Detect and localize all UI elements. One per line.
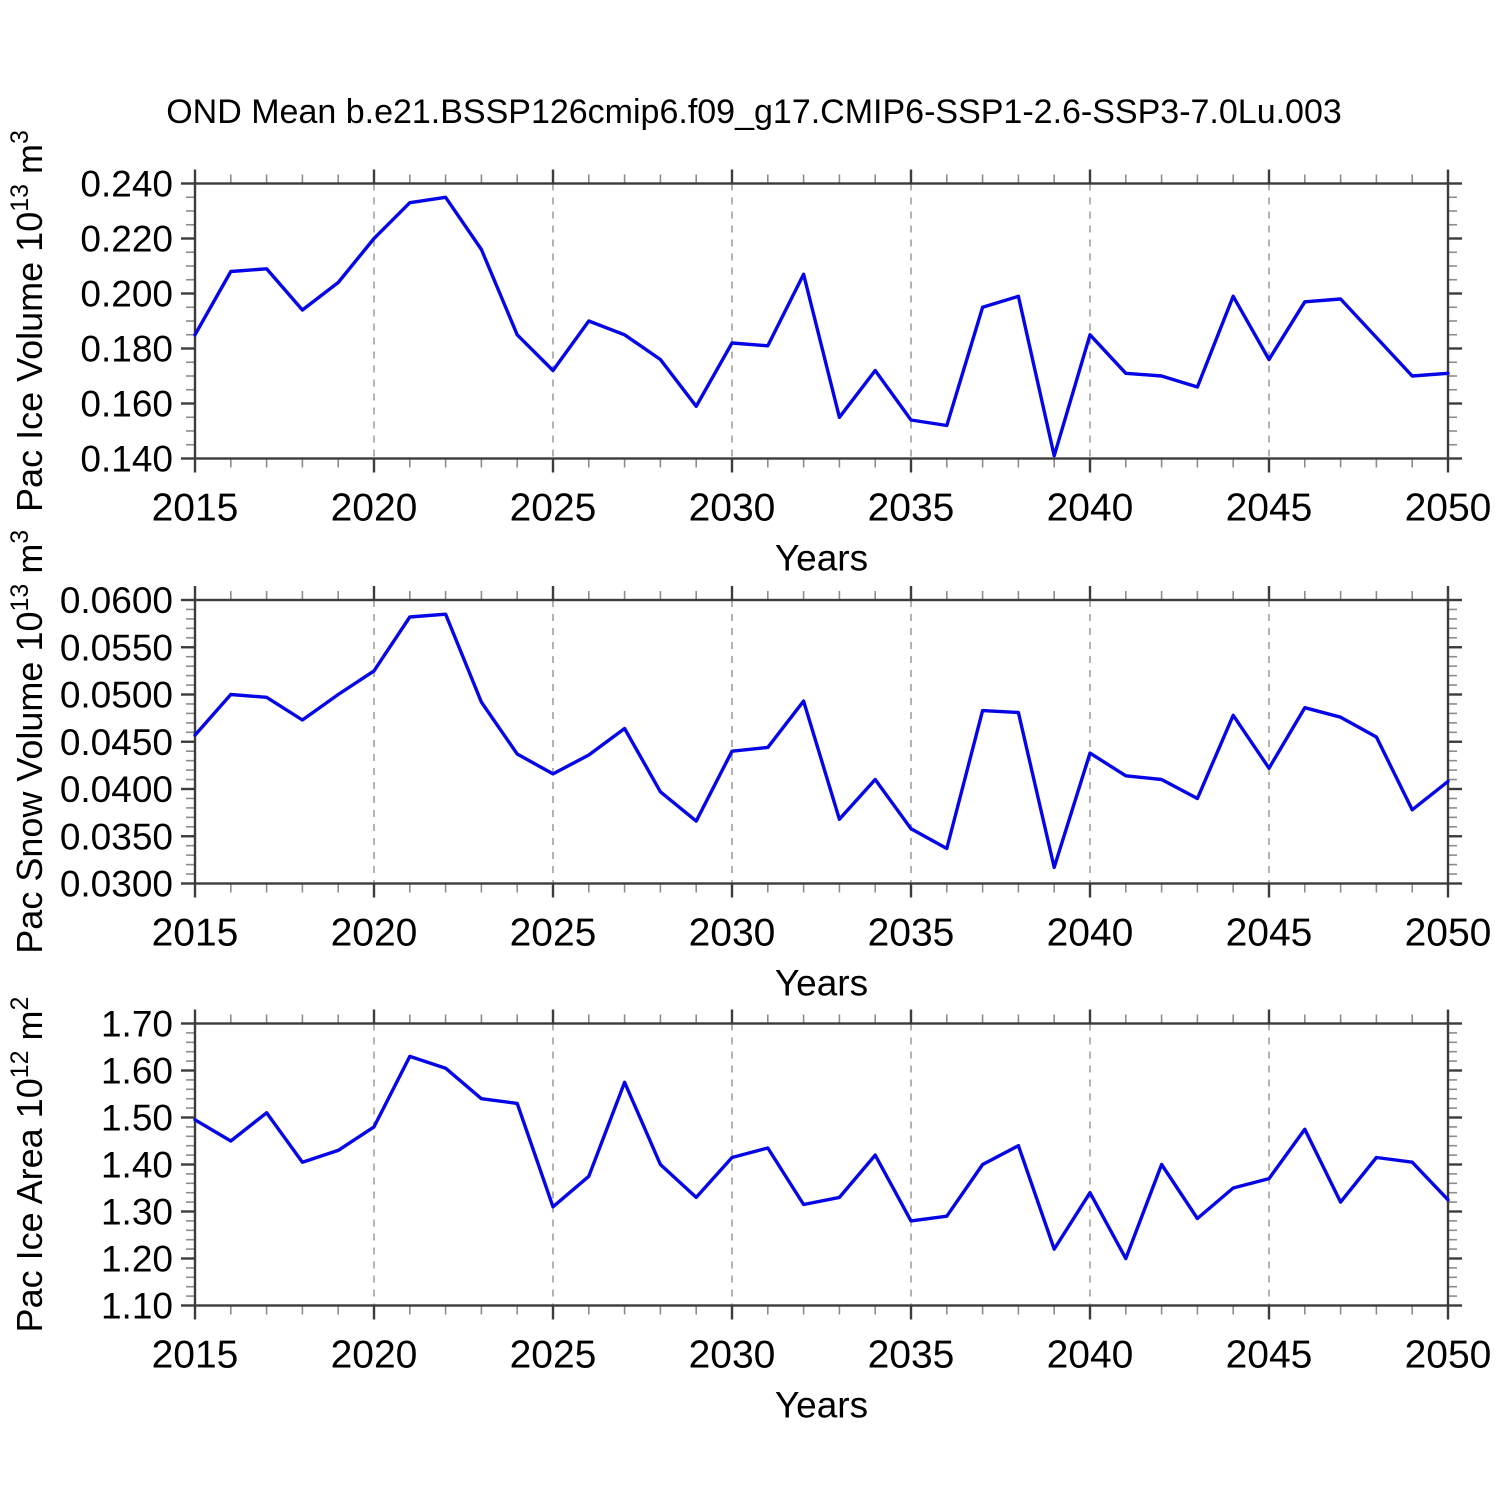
- x-tick-label: 2035: [868, 487, 955, 530]
- x-tick-label: 2040: [1047, 912, 1134, 955]
- pac-ice-volume-line: [193, 195, 1450, 458]
- y-tick-label: 1.20: [101, 1239, 173, 1280]
- y-axis-title-pac-ice-area: Pac Ice Area 1012 m2: [6, 997, 50, 1333]
- y-tick-label: 0.0400: [60, 769, 173, 810]
- pac-snow-volume-line: [193, 612, 1450, 870]
- pac-ice-area-line: [193, 1054, 1450, 1261]
- chart-title: OND Mean b.e21.BSSP126cmip6.f09_g17.CMIP…: [166, 93, 1342, 131]
- x-tick-label: 2045: [1226, 912, 1313, 955]
- y-tick-label: 0.140: [80, 439, 173, 480]
- x-tick-label: 2030: [689, 1334, 776, 1377]
- x-tick-label: 2050: [1405, 912, 1492, 955]
- y-tick-label: 0.200: [80, 274, 173, 315]
- y-tick-label: 0.0500: [60, 675, 173, 716]
- y-tick-label: 1.40: [101, 1145, 173, 1186]
- x-tick-label: 2020: [331, 487, 418, 530]
- plot-frame: [193, 598, 1450, 885]
- y-tick-label: 0.0300: [60, 864, 173, 905]
- x-tick-label: 2015: [152, 487, 239, 530]
- x-axis-title: Years: [775, 538, 868, 579]
- y-axis-title-pac-ice-volume: Pac Ice Volume 1013 m3: [6, 130, 50, 512]
- y-tick-label: 0.0550: [60, 627, 173, 668]
- x-tick-label: 2030: [689, 912, 776, 955]
- x-tick-label: 2035: [868, 1334, 955, 1377]
- y-tick-label: 0.180: [80, 329, 173, 370]
- y-tick-label: 1.50: [101, 1098, 173, 1139]
- x-tick-label: 2015: [152, 1334, 239, 1377]
- x-tick-label: 2025: [510, 1334, 597, 1377]
- y-tick-label: 1.10: [101, 1286, 173, 1327]
- x-tick-label: 2020: [331, 912, 418, 955]
- panel-pac-snow-volume: 0.0300 0.0350 0.0400 0.0450 0.0500 0.0550 0.06…: [6, 530, 1491, 1004]
- y-tick-label: 0.240: [80, 164, 173, 205]
- y-tick-label: 0.220: [80, 219, 173, 260]
- y-tick-label: 1.60: [101, 1051, 173, 1092]
- x-tick-label: 2045: [1226, 487, 1313, 530]
- x-tick-label: 2025: [510, 487, 597, 530]
- y-tick-label: 0.0350: [60, 816, 173, 857]
- plot-frame: [193, 182, 1450, 460]
- x-tick-label: 2025: [510, 912, 597, 955]
- y-tick-label: 0.160: [80, 384, 173, 425]
- x-tick-label: 2050: [1405, 1334, 1492, 1377]
- x-axis-title: Years: [775, 963, 868, 1004]
- x-tick-label: 2040: [1047, 1334, 1134, 1377]
- y-tick-label: 0.0600: [60, 580, 173, 621]
- panel-pac-ice-area: 1.10 1.20 1.30 1.40 1.50 1.60 1.70 2015 2020 2025…: [6, 997, 1491, 1426]
- x-tick-label: 2030: [689, 487, 776, 530]
- y-tick-label: 0.0450: [60, 722, 173, 763]
- x-tick-label: 2015: [152, 912, 239, 955]
- x-tick-label: 2040: [1047, 487, 1134, 530]
- x-axis-title: Years: [775, 1385, 868, 1426]
- y-axis-title-pac-snow-volume: Pac Snow Volume 1013 m3: [6, 530, 50, 954]
- plot-frame: [193, 1022, 1450, 1307]
- x-tick-label: 2050: [1405, 487, 1492, 530]
- y-tick-label: 1.30: [101, 1192, 173, 1233]
- x-tick-label: 2035: [868, 912, 955, 955]
- x-tick-label: 2020: [331, 1334, 418, 1377]
- panel-pac-ice-volume: 0.140 0.160 0.180 0.200 0.220 0.240 2015 2020 20…: [6, 130, 1491, 578]
- x-tick-label: 2045: [1226, 1334, 1313, 1377]
- y-tick-label: 1.70: [101, 1004, 173, 1045]
